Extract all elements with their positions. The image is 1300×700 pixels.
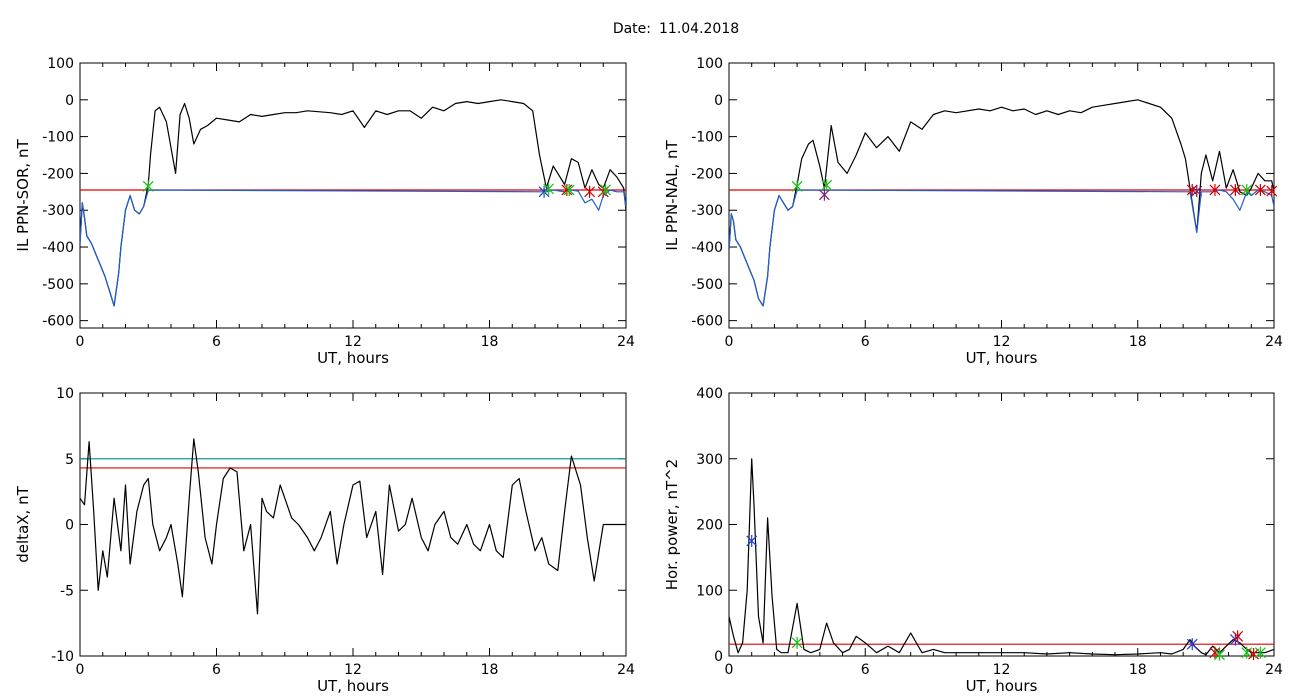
x-tick-label: 0 xyxy=(725,334,734,350)
event-marker xyxy=(1248,648,1259,661)
y-tick-label: -5 xyxy=(60,583,74,599)
x-tick-label: 0 xyxy=(725,662,734,678)
x-axis-label: UT, hours xyxy=(317,677,389,695)
y-axis-label: deltaX, nT xyxy=(14,485,32,562)
event-marker xyxy=(600,183,611,196)
panel-deltax: 0 6 12 18 24 10 5 0 -5 -10 UT, hours deltaX, nT xyxy=(14,386,635,695)
y-tick-label: -300 xyxy=(42,203,74,219)
plot-frame xyxy=(728,392,1275,657)
x-tick-label: 18 xyxy=(1129,662,1147,678)
y-tick-label: -100 xyxy=(691,130,723,146)
x-axis-label: UT, hours xyxy=(966,349,1038,367)
y-tick-label: -200 xyxy=(691,166,723,182)
x-tick-label: 18 xyxy=(1129,334,1147,350)
x-tick-label: 6 xyxy=(212,334,221,350)
event-marker xyxy=(1232,630,1244,643)
event-marker xyxy=(584,185,596,198)
event-marker xyxy=(1266,185,1278,198)
x-axis-label: UT, hours xyxy=(317,349,389,367)
event-marker xyxy=(1241,646,1253,659)
x-axis-label: UT, hours xyxy=(966,677,1038,695)
series-line xyxy=(80,99,626,307)
y-tick-label: 400 xyxy=(696,386,723,402)
event-marker xyxy=(1229,633,1241,646)
event-marker xyxy=(1209,646,1221,659)
x-tick-label: 18 xyxy=(481,662,499,678)
y-tick-label: -500 xyxy=(691,277,723,293)
date-value: 11.04.2018 xyxy=(659,21,739,37)
y-tick-label: 0 xyxy=(65,93,74,109)
event-marker xyxy=(1229,183,1241,196)
event-marker xyxy=(1191,185,1203,198)
y-axis-label: Hor. power, nT^2 xyxy=(663,459,681,590)
y-tick-label: 100 xyxy=(696,583,723,599)
event-marker xyxy=(142,180,154,193)
event-marker xyxy=(1241,183,1253,196)
y-tick-label: 5 xyxy=(65,452,74,468)
x-tick-label: 24 xyxy=(1265,334,1283,350)
series-line xyxy=(729,189,1274,307)
event-marker xyxy=(746,534,758,547)
x-tick-label: 6 xyxy=(861,334,870,350)
x-tick-label: 18 xyxy=(481,334,499,350)
series-group xyxy=(80,438,626,615)
x-tick-label: 12 xyxy=(993,662,1011,678)
series-line xyxy=(80,189,626,307)
y-tick-label: 200 xyxy=(696,518,723,534)
y-tick-label: -200 xyxy=(42,166,74,182)
x-tick-label: 24 xyxy=(617,334,635,350)
event-marker xyxy=(818,188,830,201)
y-tick-label: 0 xyxy=(714,649,723,665)
x-tick-label: 6 xyxy=(861,662,870,678)
panel-nal: 0 6 12 18 24 100 0 -100 -200 -300 -400 -500 -600 UT, … xyxy=(663,56,1283,367)
panel-power: 0 6 12 18 24 400 300 200 100 0 UT, hours Hor. power… xyxy=(663,386,1283,695)
x-tick-label: 6 xyxy=(212,662,221,678)
event-marker xyxy=(1254,183,1266,196)
event-marker xyxy=(1186,638,1198,651)
event-marker xyxy=(563,183,575,196)
y-tick-label: 100 xyxy=(696,56,723,72)
event-marker xyxy=(1254,646,1266,659)
event-marker xyxy=(791,180,803,193)
y-tick-label: 0 xyxy=(65,518,74,534)
event-marker xyxy=(791,636,803,649)
x-tick-label: 0 xyxy=(76,662,85,678)
y-axis-label: IL PPN-SOR, nT xyxy=(14,139,32,252)
y-tick-label: -10 xyxy=(51,649,74,665)
date-label: Date: xyxy=(613,21,651,37)
event-marker xyxy=(543,182,555,195)
panel-sor: 0 6 12 18 24 100 0 -100 -200 -300 -400 -500 -600 UT, … xyxy=(14,56,635,367)
series-line xyxy=(729,458,1274,656)
y-axis-label: IL PPN-NAL, nT xyxy=(663,140,681,251)
x-tick-label: 12 xyxy=(344,662,362,678)
event-marker xyxy=(561,183,573,196)
event-marker xyxy=(1214,648,1225,661)
x-tick-label: 12 xyxy=(344,334,362,350)
x-tick-label: 12 xyxy=(993,334,1011,350)
y-tick-label: -400 xyxy=(42,240,74,256)
y-tick-label: -300 xyxy=(691,203,723,219)
y-tick-label: 100 xyxy=(47,56,74,72)
panels: 0 6 12 18 241000-100-200-300-400-500-600UT, … xyxy=(14,56,1283,695)
series-line xyxy=(80,438,626,615)
x-tick-label: 24 xyxy=(1265,662,1283,678)
x-tick-label: 24 xyxy=(617,662,635,678)
series-group xyxy=(80,99,626,307)
y-tick-label: 0 xyxy=(714,93,723,109)
y-tick-label: 300 xyxy=(696,452,723,468)
y-tick-label: -500 xyxy=(42,277,74,293)
y-tick-label: -100 xyxy=(42,130,74,146)
y-tick-label: 10 xyxy=(56,386,74,402)
y-tick-label: -600 xyxy=(691,314,723,330)
y-tick-label: -400 xyxy=(691,240,723,256)
x-tick-label: 0 xyxy=(76,334,85,350)
y-tick-label: -600 xyxy=(42,314,74,330)
event-marker xyxy=(1209,183,1221,196)
plot-frame xyxy=(79,392,627,657)
event-marker xyxy=(821,179,833,192)
date-title: Date: 11.04.2018 xyxy=(613,21,739,37)
series-group xyxy=(729,99,1274,307)
series-group xyxy=(729,458,1274,656)
